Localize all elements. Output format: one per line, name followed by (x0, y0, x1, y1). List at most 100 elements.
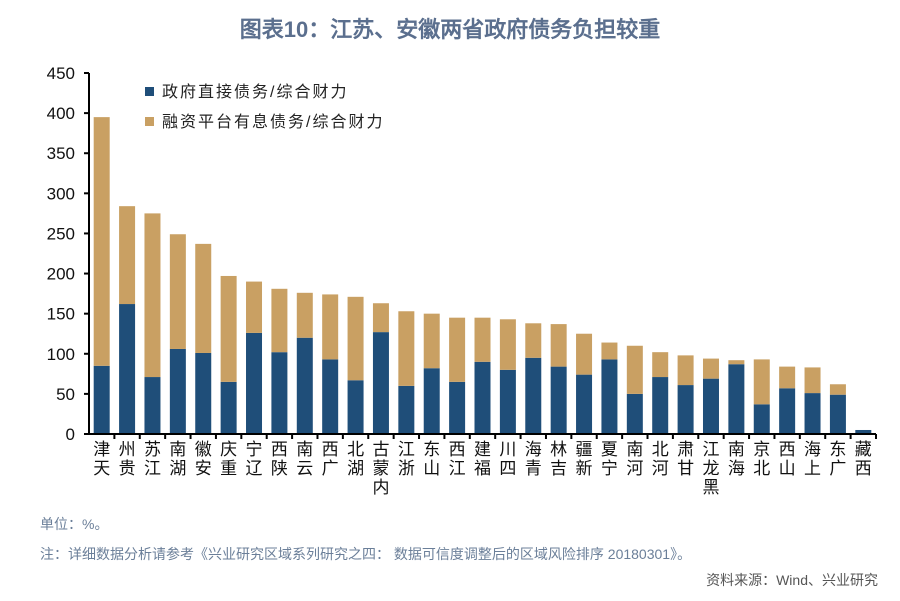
legend-label: 政府直接债务/综合财力 (162, 83, 348, 101)
bar-direct-debt-16 (499, 369, 516, 434)
x-tick-label: 海南 (727, 440, 745, 478)
x-tick-label: 山东 (423, 440, 441, 478)
bar-platform-debt-25 (728, 360, 745, 365)
unit-note: 单位：%。 (40, 516, 109, 532)
x-tick-label: 四川 (499, 440, 517, 478)
bar-platform-debt-18 (550, 324, 567, 367)
y-tick-label: 200 (47, 265, 75, 284)
bar-platform-debt-28 (804, 367, 821, 394)
bar-direct-debt-29 (829, 394, 846, 434)
legend-swatch (145, 117, 154, 126)
bar-platform-debt-29 (829, 384, 846, 395)
bar-direct-debt-25 (728, 364, 745, 434)
x-tick-label: 宁夏 (600, 440, 618, 478)
bar-direct-debt-8 (296, 337, 313, 434)
legend-label: 融资平台有息债务/综合财力 (162, 113, 384, 131)
bar-direct-debt-5 (220, 381, 237, 434)
bar-direct-debt-19 (576, 374, 593, 434)
y-tick-label: 350 (47, 144, 75, 163)
x-tick-label: 安徽 (194, 440, 212, 478)
bar-platform-debt-6 (246, 281, 263, 333)
y-tick-label: 100 (47, 345, 75, 364)
x-tick-label: 山西 (778, 440, 796, 478)
x-tick-label: 江西 (448, 440, 466, 478)
bar-platform-debt-14 (449, 317, 466, 382)
y-tick-label: 300 (47, 184, 75, 203)
x-tick-label: 云南 (296, 440, 314, 478)
x-tick-label: 辽宁 (245, 440, 263, 478)
bar-platform-debt-0 (93, 117, 110, 366)
bar-platform-debt-7 (271, 288, 288, 353)
bar-platform-debt-5 (220, 275, 237, 382)
bar-direct-debt-17 (525, 357, 542, 434)
chart-title: 图表10：江苏、安徽两省政府债务负担较重 (239, 17, 661, 42)
x-tick-label: 贵州 (118, 440, 136, 478)
bar-direct-debt-27 (779, 388, 796, 434)
x-tick-label: 北京 (753, 440, 771, 478)
x-tick-label: 黑龙江 (702, 440, 720, 497)
bar-direct-debt-10 (347, 380, 364, 434)
bar-direct-debt-3 (169, 348, 186, 434)
x-tick-label: 湖南 (169, 440, 187, 478)
bar-direct-debt-2 (144, 377, 161, 434)
legend-swatch (145, 87, 154, 96)
x-tick-label: 内蒙古 (372, 440, 390, 497)
bar-platform-debt-21 (626, 345, 643, 394)
x-tick-label: 河北 (651, 440, 669, 478)
bar-platform-debt-17 (525, 323, 542, 358)
bar-direct-debt-12 (398, 385, 415, 434)
bar-platform-debt-16 (499, 319, 516, 370)
x-tick-label: 广东 (829, 440, 847, 478)
y-tick-label: 250 (47, 224, 75, 243)
y-tick-label: 50 (56, 385, 75, 404)
bar-direct-debt-13 (423, 368, 440, 434)
bar-direct-debt-28 (804, 393, 821, 434)
x-tick-label: 广西 (321, 440, 339, 478)
x-tick-label: 新疆 (575, 440, 593, 478)
bar-platform-debt-27 (779, 366, 796, 389)
x-tick-label: 甘肃 (677, 440, 695, 478)
bar-direct-debt-15 (474, 361, 491, 434)
bar-direct-debt-11 (372, 332, 389, 434)
bar-platform-debt-4 (195, 243, 212, 353)
bar-direct-debt-22 (652, 377, 669, 434)
bar-platform-debt-3 (169, 234, 186, 349)
x-tick-label: 天津 (93, 440, 111, 478)
bar-platform-debt-24 (702, 358, 719, 379)
footnote: 注：详细数据分析请参考《兴业研究区域系列研究之四： 数据可信度调整后的区域风险排… (40, 546, 692, 562)
bar-platform-debt-11 (372, 303, 389, 333)
x-tick-label: 湖北 (347, 440, 365, 478)
x-tick-label: 青海 (524, 440, 542, 478)
bar-direct-debt-24 (702, 378, 719, 434)
bar-direct-debt-18 (550, 366, 567, 434)
y-tick-label: 450 (47, 64, 75, 83)
x-tick-label: 陕西 (270, 440, 288, 478)
x-tick-label: 浙江 (397, 440, 415, 478)
bar-platform-debt-9 (322, 294, 339, 360)
x-tick-label: 上海 (804, 440, 822, 478)
source-note: 资料来源：Wind、兴业研究 (706, 572, 878, 588)
bar-direct-debt-23 (677, 385, 694, 434)
bar-platform-debt-13 (423, 313, 440, 369)
bar-direct-debt-6 (246, 332, 263, 434)
bar-platform-debt-19 (576, 333, 593, 375)
y-tick-label: 0 (66, 425, 75, 444)
bar-direct-debt-20 (601, 359, 618, 434)
bar-platform-debt-10 (347, 296, 364, 381)
y-tick-label: 150 (47, 305, 75, 324)
bar-direct-debt-7 (271, 352, 288, 434)
x-tick-label: 吉林 (550, 440, 568, 478)
bar-direct-debt-1 (119, 304, 136, 434)
bar-platform-debt-2 (144, 213, 161, 378)
bar-direct-debt-4 (195, 352, 212, 434)
x-tick-label: 江苏 (143, 440, 161, 478)
bar-direct-debt-26 (753, 404, 770, 434)
bar-direct-debt-0 (93, 365, 110, 434)
x-tick-label: 西藏 (854, 440, 872, 478)
bar-direct-debt-14 (449, 381, 466, 434)
y-tick-label: 400 (47, 104, 75, 123)
bar-platform-debt-1 (119, 206, 136, 305)
bar-platform-debt-15 (474, 317, 491, 362)
